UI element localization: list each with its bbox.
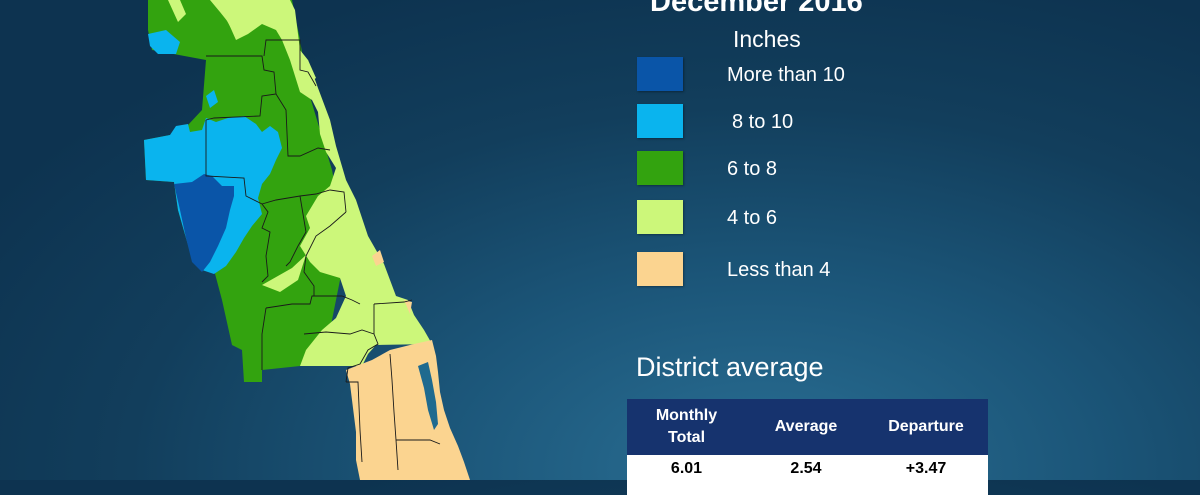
rainfall-zone-4-to-6 [210,0,432,366]
legend-label: 4 to 6 [727,207,778,229]
district-average-table: Monthly Total Average Departure 6.01 2.5… [627,399,988,495]
legend-item-8-to-10: 8 to 10 [637,104,1037,140]
column-header-departure: Departure [888,418,964,435]
legend-label: 6 to 8 [727,158,778,180]
legend-label: 8 to 10 [732,111,794,133]
county-boundaries [205,39,441,471]
table-header-row: Monthly Total Average Departure [627,399,988,455]
column-header-average: Average [774,418,838,435]
legend-item-4-to-6: 4 to 6 [637,200,1037,236]
rainfall-zone-less-than-4 [346,340,470,480]
legend-swatch [637,151,683,185]
legend-label: Less than 4 [727,259,831,281]
rainfall-zone-less-than-4 [372,250,384,266]
rainfall-zone-4-to-6 [168,0,186,22]
coastal-lagoon [418,362,438,430]
departure-value: +3.47 [905,460,947,477]
table-row: 6.01 2.54 +3.47 [627,455,988,495]
rainfall-map [144,0,470,480]
rainfall-zone-4-to-6 [296,60,316,86]
legend-swatch [637,200,683,234]
legend-item-less-than-4: Less than 4 [637,252,1037,288]
legend-swatch [637,57,683,91]
column-header-monthly-total: Monthly Total [655,407,718,446]
legend-swatch [637,104,683,138]
legend-swatch [637,252,683,286]
legend-item-6-to-8: 6 to 8 [637,151,1037,187]
rainfall-zone-less-than-4 [404,300,412,314]
monthly-total-value: 6.01 [670,460,703,477]
rainfall-zone-4-to-6 [220,0,262,30]
legend-unit-label: Inches [733,26,801,52]
legend-label: More than 10 [727,64,845,86]
legend-item-more-than-10: More than 10 [637,57,1037,93]
district-average-heading: District average [636,352,824,382]
rainfall-zone-8-to-10 [206,90,218,108]
map-title: December 2016 [650,0,863,18]
rainfall-zone-4-to-6 [262,255,306,292]
rainfall-zone-more-than-10 [174,174,234,272]
rainfall-zone-8-to-10 [148,30,180,54]
average-value: 2.54 [790,460,822,477]
